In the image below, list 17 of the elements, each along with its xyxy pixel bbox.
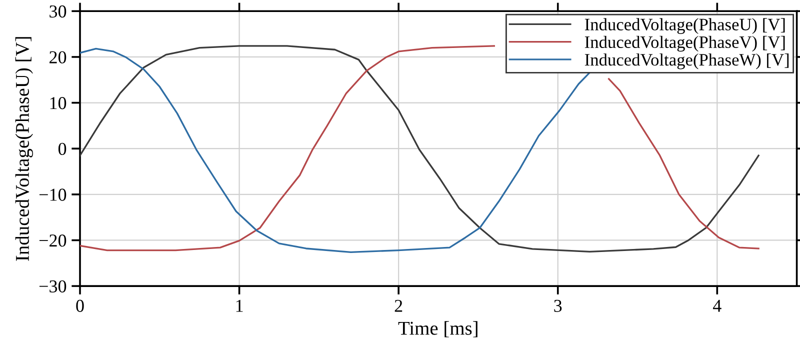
legend-label: InducedVoltage(PhaseV) [V] (584, 36, 785, 52)
legend-label: InducedVoltage(PhaseW) [V] (584, 53, 789, 70)
y-tick-label: 30 (50, 5, 66, 18)
y-tick-label: 20 (50, 51, 66, 64)
y-tick-label: −20 (39, 234, 66, 247)
y-tick-label: −10 (39, 188, 66, 201)
x-tick-label: 1 (236, 300, 243, 312)
x-tick-label: 0 (76, 300, 84, 312)
y-tick-label: −30 (39, 280, 66, 292)
legend-label: InducedVoltage(PhaseU) [V] (584, 18, 785, 34)
x-axis-title: Time [ms] (398, 321, 478, 338)
y-axis-title: InducedVoltage(PhaseU) [V] (15, 37, 34, 261)
x-tick-label: 4 (712, 300, 722, 312)
y-tick-label: 10 (50, 97, 66, 110)
x-tick-label: 2 (394, 300, 402, 312)
y-tick-label: 0 (58, 142, 66, 156)
x-tick-label: 3 (554, 300, 562, 312)
